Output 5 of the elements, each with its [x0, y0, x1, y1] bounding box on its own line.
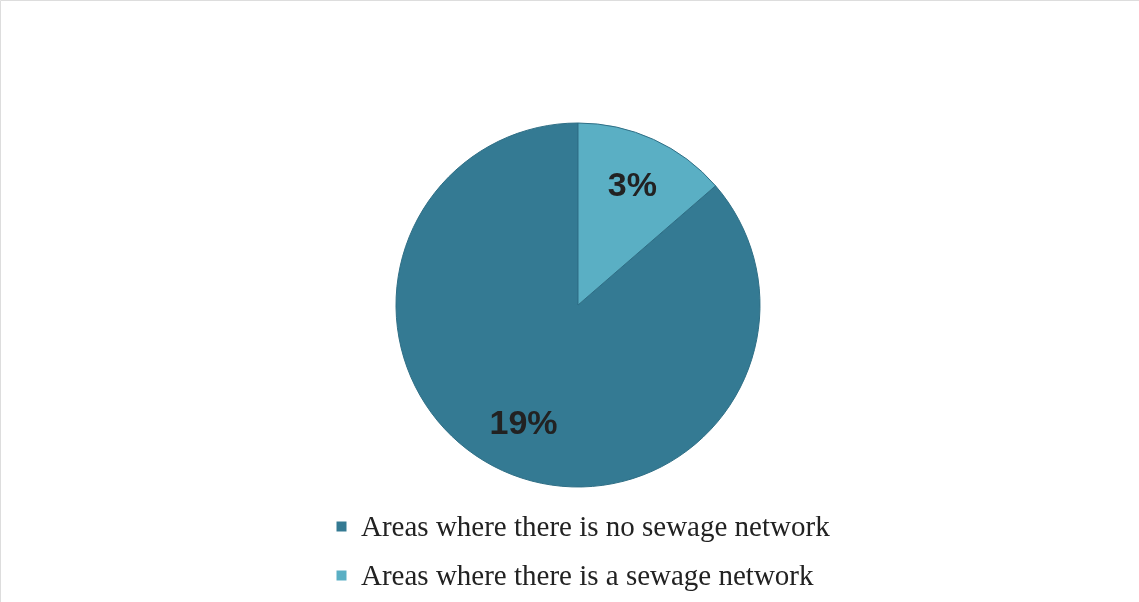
legend-label: Areas where there is no sewage network: [361, 509, 831, 542]
legend-label: Areas where there is a sewage network: [361, 558, 815, 591]
data-label: 3%: [607, 164, 658, 203]
data-label: 19%: [489, 403, 558, 442]
pie-slice: [395, 122, 761, 488]
